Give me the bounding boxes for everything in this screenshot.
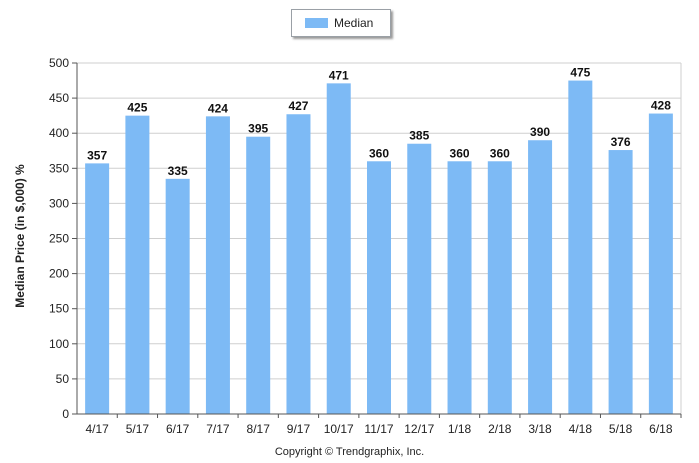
y-tick-label: 500 <box>49 56 69 70</box>
data-label: 335 <box>168 164 188 178</box>
x-tick-label: 6/18 <box>649 422 673 436</box>
y-tick-label: 350 <box>49 161 69 175</box>
data-label: 360 <box>490 146 510 160</box>
bar <box>447 161 472 414</box>
y-tick-label: 100 <box>49 337 69 351</box>
bar <box>205 116 230 415</box>
y-tick-label: 50 <box>56 372 70 386</box>
data-label: 475 <box>570 66 590 80</box>
bar <box>528 140 553 414</box>
data-label: 360 <box>450 146 470 160</box>
data-label: 395 <box>248 122 268 136</box>
data-label: 390 <box>530 125 550 139</box>
x-tick-label: 4/17 <box>85 422 109 436</box>
y-tick-label: 300 <box>49 196 69 210</box>
bar <box>246 136 271 414</box>
bar <box>326 83 351 414</box>
x-tick-label: 9/17 <box>287 422 311 436</box>
data-label: 471 <box>329 68 349 82</box>
axes: 0 50 100 150 200 250 300 350 400 450 500 4/17 5/17 6/… <box>49 56 682 436</box>
y-axis-label: Median Price (in $,000) % <box>13 164 27 308</box>
x-tick-label: 7/17 <box>206 422 230 436</box>
legend-swatch <box>305 18 328 28</box>
bar <box>367 161 391 414</box>
x-tick-label: 4/18 <box>569 422 593 436</box>
y-tick-label: 250 <box>49 232 69 246</box>
x-tick-label: 8/17 <box>247 422 271 436</box>
bar <box>125 115 150 415</box>
x-tick-label: 3/18 <box>528 422 552 436</box>
bar <box>286 114 311 414</box>
legend: Median <box>291 9 391 37</box>
bar <box>568 80 593 415</box>
data-labels: 357 425 335 424 395 427 471 360 385 360 360 390 475 3… <box>87 66 671 178</box>
data-label: 427 <box>288 99 308 113</box>
y-tick-label: 150 <box>49 302 69 316</box>
y-tick-label: 200 <box>49 267 69 281</box>
data-label: 428 <box>651 99 671 113</box>
bar <box>648 113 673 414</box>
bars <box>85 80 673 415</box>
x-tick-label: 2/18 <box>488 422 512 436</box>
legend-label-median: Median <box>334 16 374 30</box>
y-tick-label: 450 <box>49 91 69 105</box>
x-tick-label: 5/18 <box>609 422 633 436</box>
bar <box>165 178 190 414</box>
x-tick-label: 11/17 <box>364 422 393 436</box>
data-label: 425 <box>127 101 147 115</box>
x-tick-label: 10/17 <box>324 422 354 436</box>
bar <box>85 163 110 414</box>
data-label: 360 <box>369 146 389 160</box>
bar <box>608 150 633 414</box>
data-label: 424 <box>208 101 228 115</box>
x-tick-label: 6/17 <box>166 422 190 436</box>
x-tick-label: 12/17 <box>404 422 434 436</box>
x-tick-label: 5/17 <box>126 422 150 436</box>
y-tick-label: 0 <box>62 407 69 421</box>
bar <box>487 161 512 414</box>
copyright-text: Copyright © Trendgraphix, Inc. <box>274 446 425 458</box>
x-tick-label: 1/18 <box>448 422 472 436</box>
y-tick-label: 400 <box>49 126 69 140</box>
bar <box>407 143 432 415</box>
data-label: 385 <box>409 129 429 143</box>
data-label: 376 <box>611 135 631 149</box>
data-label: 357 <box>87 148 107 162</box>
